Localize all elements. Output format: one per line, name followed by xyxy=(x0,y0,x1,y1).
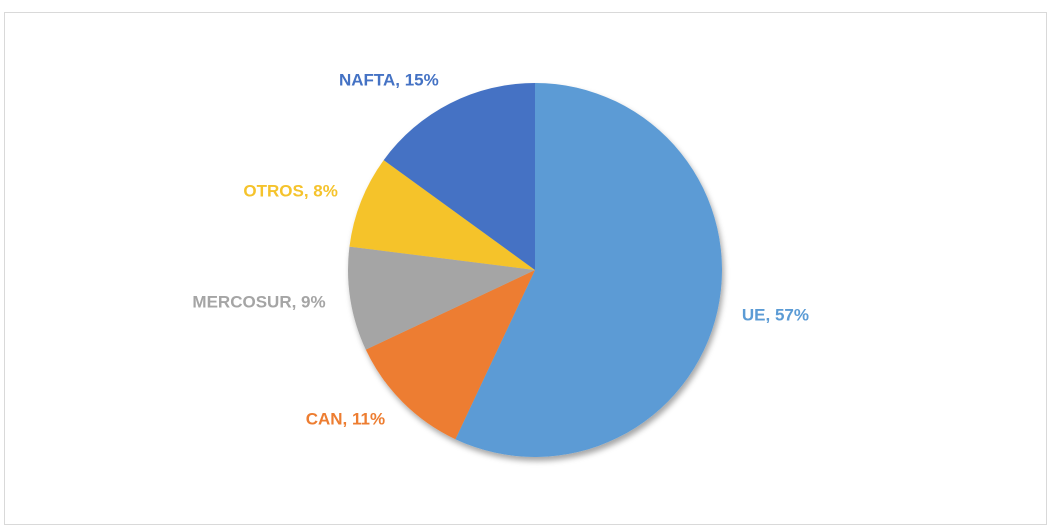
data-label: UE, 57% xyxy=(742,306,809,325)
data-label: NAFTA, 15% xyxy=(339,71,439,90)
pie-slice xyxy=(365,270,535,440)
pie-slice xyxy=(455,83,722,458)
data-label: MERCOSUR, 9% xyxy=(192,293,325,312)
pie xyxy=(347,83,722,458)
pie-slice xyxy=(347,246,535,350)
pie-slice xyxy=(383,83,535,270)
pie-slice xyxy=(349,160,535,270)
data-label: CAN, 11% xyxy=(306,409,385,428)
data-label: OTROS, 8% xyxy=(243,181,337,200)
